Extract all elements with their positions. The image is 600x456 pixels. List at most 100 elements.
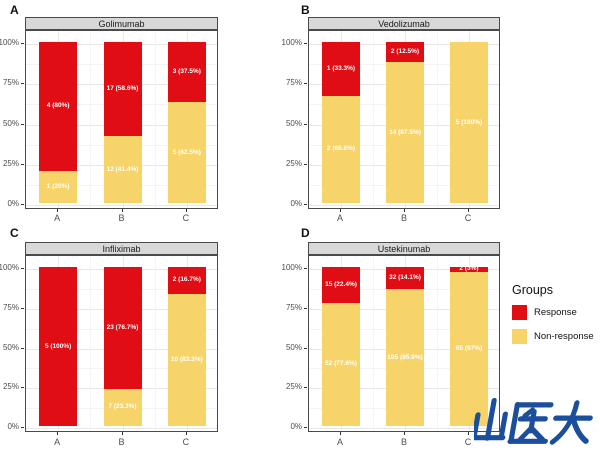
bar-label-non-response: 5 (62.5%) — [172, 148, 201, 156]
gridline — [373, 31, 374, 208]
bar-segment-non-response — [386, 62, 424, 203]
y-tick — [21, 268, 24, 269]
x-tick — [340, 432, 341, 435]
x-tick-label: C — [182, 213, 190, 223]
y-tick — [21, 347, 24, 349]
legend: Groups Response Non-response — [512, 283, 594, 353]
bar-label-non-response: 14 (87.5%) — [389, 128, 421, 136]
bar-label-response: 2 (3%) — [459, 265, 479, 273]
facet-strip-title: Golimumab — [25, 17, 218, 30]
bar-segment-non-response — [322, 302, 360, 426]
y-tick-label: 100% — [281, 38, 302, 47]
gridline — [437, 256, 438, 431]
y-tick — [304, 427, 307, 428]
bar-label-non-response: 2 (66.6%) — [326, 145, 356, 153]
gridline — [437, 31, 438, 208]
bar-label-response: 32 (14.1%) — [389, 273, 421, 281]
watermark-logo — [474, 397, 593, 445]
y-tick-label: 100% — [0, 38, 19, 47]
gridline — [90, 31, 92, 208]
gridline — [309, 428, 499, 429]
bar-label-non-response: 52 (77.6%) — [325, 360, 357, 368]
panel-letter-A: A — [10, 3, 19, 17]
y-tick-label: 25% — [285, 158, 302, 168]
bar-segment-non-response — [103, 388, 142, 426]
x-tick-label: A — [336, 437, 343, 447]
gridline — [26, 428, 217, 429]
plot-area-vedolizumab: 1 (33.3%) 2 (66.6%) 2 (12.5%) 14 (87.5%) 5 (… — [308, 30, 500, 209]
y-tick-label: 0% — [290, 422, 302, 431]
bar-label-response: 15 (22.4%) — [325, 280, 357, 288]
bar-label-response: 1 (33.3%) — [326, 64, 356, 72]
y-tick-label: 75% — [285, 78, 302, 88]
bar-A-A: 4 (80%) 1 (20%) — [39, 42, 78, 203]
x-tick-label: B — [118, 437, 125, 447]
y-tick — [304, 268, 307, 269]
bar-label-non-response: 65 (97%) — [455, 344, 483, 352]
bar-segment-non-response — [103, 136, 142, 203]
y-tick-label: 50% — [285, 342, 302, 352]
bar-segment-response — [450, 267, 488, 272]
y-tick-label: 0% — [7, 199, 19, 208]
panel-letter-D: D — [301, 226, 310, 240]
bar-label-response: 5 (100%) — [44, 342, 72, 350]
bar-D-B: 32 (14.1%) 195 (85.9%) — [386, 267, 424, 426]
y-tick — [304, 387, 307, 389]
y-tick-label: 0% — [290, 199, 302, 208]
legend-label-response: Response — [534, 307, 577, 318]
x-tick-label: A — [54, 213, 61, 223]
bar-label-non-response: 12 (41.4%) — [106, 165, 139, 173]
y-tick — [304, 83, 307, 85]
facet-strip-title: Vedolizumab — [308, 17, 500, 30]
bar-D-C: 2 (3%) 65 (97%) — [450, 265, 488, 426]
bar-label-response: 17 (58.6%) — [106, 84, 139, 92]
plot-area-ustekinumab: 15 (22.4%) 52 (77.6%) 32 (14.1%) 195 (85.9%… — [308, 255, 500, 432]
bar-label-response: 2 (16.7%) — [172, 276, 201, 284]
y-tick-label: 25% — [2, 382, 19, 392]
bar-segment-response — [386, 267, 424, 290]
legend-item-response: Response — [512, 305, 594, 320]
legend-title: Groups — [512, 283, 553, 297]
bar-segment-response — [103, 267, 142, 389]
y-tick — [304, 43, 307, 44]
bar-segment-non-response — [322, 95, 360, 203]
plot-area-golimumab: 4 (80%) 1 (20%) 17 (58.6%) 12 (41.4%) 3 (37.… — [25, 30, 218, 209]
bar-segment-non-response — [39, 170, 78, 203]
legend-swatch-non-response-icon — [512, 329, 527, 344]
x-tick — [340, 209, 341, 212]
panel-letter-B: B — [301, 3, 310, 17]
bar-segment-response — [322, 267, 360, 303]
x-tick-label: B — [400, 437, 407, 447]
bar-B-A: 1 (33.3%) 2 (66.6%) — [322, 42, 360, 203]
x-tick-label: A — [54, 437, 61, 447]
y-tick — [304, 123, 307, 125]
gridline — [309, 205, 499, 206]
bar-label-response: 4 (80%) — [46, 102, 70, 110]
facet-strip-title: Infliximab — [25, 242, 218, 255]
bar-segment-response — [39, 267, 78, 426]
legend-swatch-response-icon — [512, 305, 527, 320]
x-tick — [185, 432, 187, 435]
x-tick-label: A — [336, 213, 343, 223]
bar-segment-response — [386, 42, 424, 63]
y-tick-label: 100% — [281, 263, 302, 272]
legend-item-non-response: Non-response — [512, 329, 594, 344]
plot-area-infliximab: 5 (100%) 23 (76.7%) 7 (23.3%) 2 (16.7%) 10 (… — [25, 255, 218, 432]
bar-segment-response — [103, 42, 142, 137]
bar-C-C: 2 (16.7%) 10 (83.3%) — [167, 267, 206, 426]
y-tick — [21, 83, 24, 85]
x-tick — [404, 432, 405, 435]
y-tick — [21, 427, 24, 428]
legend-label-non-response: Non-response — [534, 331, 594, 342]
x-tick-label: C — [182, 437, 190, 447]
y-tick — [304, 163, 307, 165]
bar-label-response: 2 (12.5%) — [390, 47, 420, 55]
bar-segment-non-response — [450, 271, 488, 426]
bar-segment-response — [322, 42, 360, 96]
facet-strip-title: Ustekinumab — [308, 242, 500, 255]
y-tick-label: 75% — [2, 78, 19, 88]
y-tick-label: 50% — [285, 118, 302, 128]
bar-label-non-response: 5 (100%) — [455, 118, 483, 126]
y-tick — [21, 307, 24, 309]
